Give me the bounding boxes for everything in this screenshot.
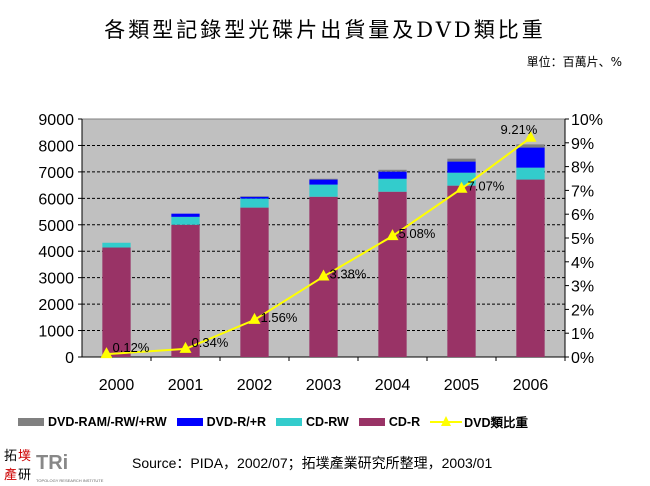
y-tick-label: 1000 [38,324,74,341]
legend-swatch [358,417,385,426]
bar-dvd-ram-rw-rw [447,158,476,162]
line-marker [248,312,261,324]
y-tick-label: 3000 [38,271,74,288]
source-note: Source：PIDA，2002/07；拓墣產業研究所整理，2003/01 [132,455,493,471]
legend-label: DVD-RAM/-RW/+RW [48,414,167,429]
bar-cd-r [102,247,131,357]
x-tick-label: 2000 [99,377,135,394]
bar-cd-r [171,224,200,357]
y-tick-label: 4000 [38,244,74,261]
bar-cd-rw [309,184,338,197]
legend-item: CD-RW [276,415,349,429]
chart: 0 1000 2000 3000 4000 5000 6000 7000 8000 9000 0% 1… [38,112,603,394]
legend-label: DVD-R/+R [206,414,267,429]
bar-cd-rw [240,198,269,208]
y-tick-label: 7000 [38,165,74,182]
svg-text:研: 研 [18,468,31,483]
x-tick-label: 2006 [513,377,549,394]
legend-swatch [176,417,203,426]
bar-dvd-r-r [516,147,545,168]
unit-label: 單位：百萬片、% [526,55,622,69]
bar-dvd-r-r [447,161,476,173]
y2-tick-label: 10% [571,112,603,129]
legend-label: DVD類比重 [464,416,529,430]
svg-text:TOPOLOGY RESEARCH INSTITUTE: TOPOLOGY RESEARCH INSTITUTE [36,478,104,483]
data-label: 3.38% [330,267,367,282]
tri-logo: 拓 墣 產 研 TRi TOPOLOGY RESEARCH INSTITUTE [4,447,104,485]
y2-tick-label: 9% [571,136,594,153]
data-label: 0.34% [192,335,229,350]
y2-tick-label: 4% [571,255,594,272]
x-tick-label: 2002 [237,377,273,394]
legend-item: DVD-R/+R [176,414,267,429]
bar-dvd-ram-rw-rw [309,178,338,180]
y2-tick-label: 6% [571,207,594,224]
bar-cd-rw [516,167,545,180]
bar-dvd-r-r [240,196,269,199]
y2-tick-label: 1% [571,326,594,343]
legend-swatch [18,417,44,426]
svg-text:墣: 墣 [18,449,31,464]
legend-line-marker [430,415,463,428]
x-tick-label: 2001 [168,377,204,394]
bar-dvd-ram-rw-rw [240,196,269,197]
x-tick-label: 2003 [306,377,342,394]
svg-text:產: 產 [4,467,17,483]
x-tick-label: 2004 [375,377,411,394]
y-tick-label: 6000 [38,191,74,208]
legend-label: CD-R [388,414,421,429]
bar-cd-rw [378,178,407,192]
bar-cd-r [378,191,407,357]
bar-dvd-ram-rw-rw [378,169,407,172]
bar-cd-rw [171,216,200,225]
y2-tick-label: 3% [571,279,594,296]
legend-item: DVD類比重 [430,412,528,431]
line-marker [317,269,330,281]
line-marker [386,229,399,241]
line-marker [524,130,537,142]
line-marker [455,181,468,193]
data-label: 5.08% [399,226,436,241]
legend-swatch [276,417,303,426]
data-label: 7.07% [468,179,505,194]
data-label: 0.12% [113,340,150,355]
bar-cd-r [447,185,476,357]
bar-dvd-r-r [309,179,338,185]
y2-tick-label: 2% [571,302,594,319]
y2-tick-label: 0% [571,350,594,367]
chart-title: 各類型記錄型光碟片出貨量及DVD類比重 [104,18,546,42]
line-marker [100,347,113,359]
x-tick-label: 2005 [444,377,480,394]
bar-dvd-r-r [171,213,200,217]
bar-cd-rw [102,242,131,248]
line-marker [179,341,192,353]
bar-cd-r [240,207,269,357]
legend-item: DVD-RAM/-RW/+RW [18,415,167,429]
bar-dvd-ram-rw-rw [516,144,545,148]
legend: DVD-RAM/-RW/+RW DVD-R/+R CD-RW CD-R DVD類比重 [18,412,538,431]
legend-item: CD-R [358,414,421,429]
y-tick-label: 9000 [38,112,74,129]
bar-cd-r [516,179,545,357]
data-label: 1.56% [261,310,298,325]
bar-dvd-r-r [378,171,407,179]
y2-tick-label: 8% [571,160,594,177]
svg-text:拓: 拓 [4,449,17,464]
y2-tick-label: 7% [571,183,594,200]
data-label: 9.21% [501,122,538,137]
y-tick-label: 8000 [38,138,74,155]
y2-tick-label: 5% [571,231,594,248]
svg-text:TRi: TRi [36,452,68,474]
y-tick-label: 2000 [38,297,74,314]
y-tick-label: 0 [65,350,74,367]
legend-label: CD-RW [306,414,349,429]
y-tick-label: 5000 [38,218,74,235]
